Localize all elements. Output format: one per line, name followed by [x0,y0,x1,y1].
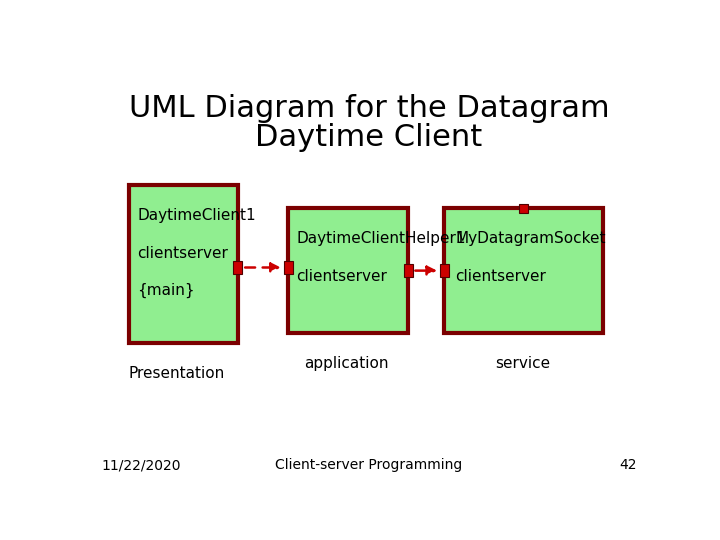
Text: clientserver: clientserver [138,246,228,261]
Text: 42: 42 [619,458,637,472]
Text: {main}: {main} [138,283,195,298]
Bar [233,261,243,274]
FancyBboxPatch shape [129,185,238,343]
Text: clientserver: clientserver [297,268,387,284]
Text: MyDatagramSocket: MyDatagramSocket [456,231,606,246]
Text: Daytime Client: Daytime Client [256,123,482,152]
Text: DaytimeClient1: DaytimeClient1 [138,208,256,223]
Bar [519,204,528,213]
Bar [404,264,413,277]
Text: UML Diagram for the Datagram: UML Diagram for the Datagram [129,94,609,123]
Text: Client-server Programming: Client-server Programming [275,458,463,472]
FancyBboxPatch shape [444,208,603,333]
Bar [440,264,449,277]
Text: clientserver: clientserver [456,268,546,284]
Text: DaytimeClientHelper1: DaytimeClientHelper1 [297,231,466,246]
FancyBboxPatch shape [288,208,408,333]
Text: 11/22/2020: 11/22/2020 [101,458,181,472]
Text: Presentation: Presentation [128,366,225,381]
Text: service: service [495,356,550,371]
Bar [284,261,292,274]
Text: application: application [305,356,389,371]
